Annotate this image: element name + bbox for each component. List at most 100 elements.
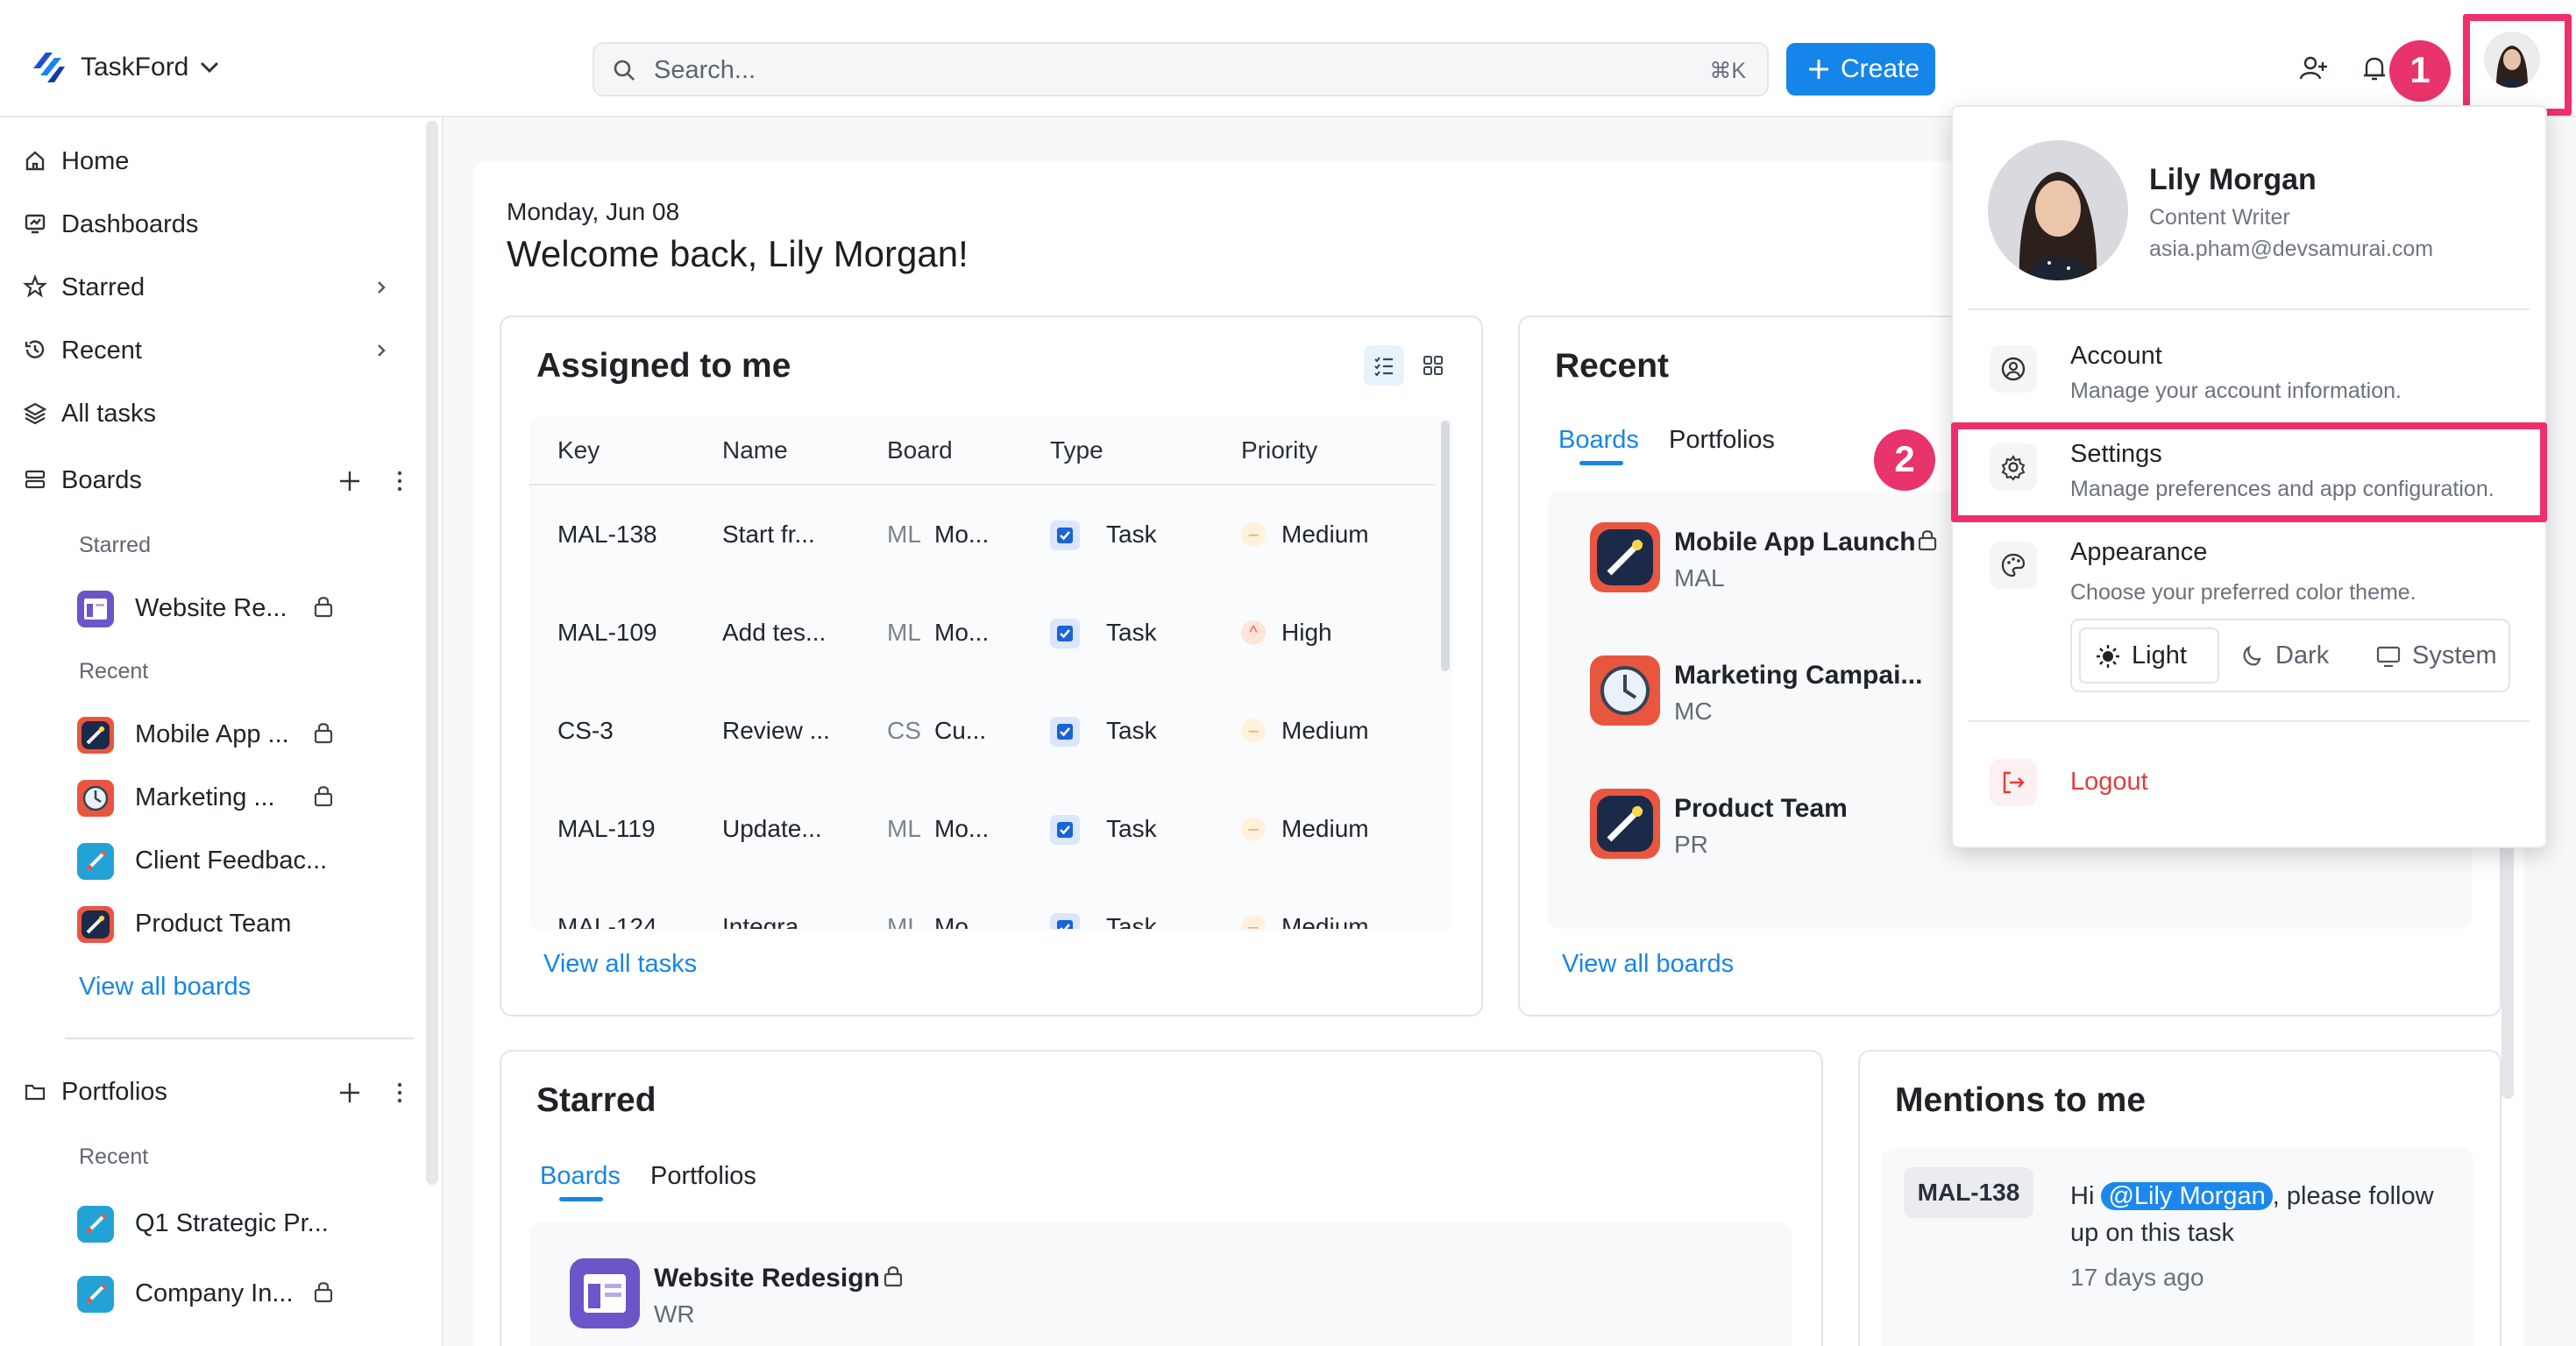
column-name[interactable]: Name: [722, 436, 788, 464]
sidebar-item-recent[interactable]: Recent: [23, 331, 408, 370]
tab-recent-boards[interactable]: Boards: [1558, 426, 1639, 454]
taskford-logo-icon[interactable]: [30, 49, 67, 84]
task-type-icon: [1050, 717, 1080, 747]
mention-task-key[interactable]: MAL-138: [1904, 1167, 2033, 1218]
recent-board-key: MAL: [1674, 564, 1725, 592]
logout-label: Logout: [2070, 768, 2148, 796]
tab-recent-portfolios[interactable]: Portfolios: [1669, 426, 1775, 454]
grid-view-toggle[interactable]: [1413, 345, 1453, 386]
search-placeholder: Search...: [654, 56, 756, 84]
rocket-board-icon: [77, 843, 114, 880]
menu-divider: [1969, 308, 2530, 310]
view-all-boards-link[interactable]: View all boards: [79, 973, 252, 1001]
recent-board-item[interactable]: Mobile App Launch MAL: [1590, 521, 1958, 599]
task-key: MAL-138: [557, 521, 657, 548]
more-vertical-icon[interactable]: [396, 470, 403, 492]
board-name: Product Team: [135, 910, 292, 938]
sidebar-section-portfolios[interactable]: Portfolios: [23, 1073, 408, 1111]
column-type[interactable]: Type: [1050, 436, 1103, 464]
sidebar-board-product-team[interactable]: Product Team: [77, 901, 366, 950]
theme-option-dark[interactable]: Dark: [2226, 629, 2358, 685]
profile-name: Lily Morgan: [2149, 163, 2317, 196]
sidebar-item-all-tasks[interactable]: All tasks: [23, 394, 408, 433]
table-scrollbar[interactable]: [1441, 421, 1450, 671]
priority-high-icon: ^: [1241, 620, 1266, 645]
tab-starred-portfolios[interactable]: Portfolios: [650, 1162, 756, 1190]
sidebar-item-home[interactable]: Home: [23, 142, 408, 181]
mention-user-tag[interactable]: @Lily Morgan: [2101, 1182, 2273, 1210]
theme-option-light[interactable]: Light: [2079, 627, 2219, 684]
list-view-toggle[interactable]: [1364, 345, 1404, 386]
view-all-tasks-link[interactable]: View all tasks: [543, 950, 698, 978]
table-row[interactable]: MAL-124 Integra... ML Mo... Task – Mediu…: [529, 880, 1436, 929]
sidebar-item-label: Recent: [61, 336, 142, 365]
view-all-recent-boards-link[interactable]: View all boards: [1562, 950, 1735, 978]
sidebar-board-client-feedback[interactable]: Client Feedbac...: [77, 838, 366, 887]
chevron-right-icon[interactable]: [373, 342, 389, 359]
sidebar-item-label: All tasks: [61, 400, 156, 428]
portfolios-recent-title: Recent: [79, 1144, 149, 1169]
sidebar-item-starred[interactable]: Starred: [23, 268, 408, 307]
rocket-portfolio-icon: [77, 1206, 114, 1243]
task-priority: Medium: [1281, 913, 1369, 929]
column-priority[interactable]: Priority: [1241, 436, 1318, 464]
task-type-icon: [1050, 521, 1080, 550]
menu-item-account[interactable]: [1969, 328, 2530, 419]
recent-board-key: PR: [1674, 831, 1708, 858]
sidebar-board-mobile-app[interactable]: Mobile App ...: [77, 712, 366, 761]
tab-starred-boards[interactable]: Boards: [540, 1162, 621, 1190]
search-input[interactable]: Search... ⌘K: [593, 42, 1769, 96]
sidebar-board-website-redesign[interactable]: Website Re...: [77, 585, 366, 634]
plus-icon: [1806, 56, 1832, 82]
priority-medium-icon: –: [1241, 719, 1266, 743]
lock-icon: [882, 1264, 905, 1288]
board-code: ML: [887, 815, 921, 842]
rocket-board-icon: [1590, 789, 1660, 859]
task-name: Add tes...: [722, 619, 827, 646]
rocket-portfolio-icon: [77, 1276, 114, 1313]
more-vertical-icon[interactable]: [396, 1081, 403, 1104]
task-type: Task: [1106, 521, 1157, 548]
priority-medium-icon: –: [1241, 817, 1266, 841]
column-key[interactable]: Key: [557, 436, 600, 464]
bell-icon[interactable]: [2358, 52, 2391, 85]
task-key: CS-3: [557, 717, 614, 744]
table-row[interactable]: MAL-138 Start fr... ML Mo... Task – Medi…: [529, 487, 1436, 585]
menu-item-subtitle: Manage your account information.: [2070, 379, 2402, 403]
recent-board-item[interactable]: Product Team PR: [1590, 787, 1958, 866]
menu-item-logout[interactable]: [1969, 738, 2530, 825]
add-portfolio-icon[interactable]: [338, 1081, 361, 1104]
board-name: Marketing ...: [135, 783, 275, 811]
menu-item-title: Account: [2070, 342, 2162, 370]
sidebar-item-dashboards[interactable]: Dashboards: [23, 205, 408, 244]
sidebar-portfolio-q1-strategic[interactable]: Q1 Strategic Pr...: [77, 1201, 366, 1250]
menu-item-title: Settings: [2070, 440, 2162, 468]
starred-board-name: Website Redesign: [654, 1264, 880, 1293]
add-board-icon[interactable]: [338, 470, 361, 492]
sidebar-scrollbar[interactable]: [426, 121, 438, 1185]
workspace-name[interactable]: TaskFord: [81, 53, 189, 81]
table-row[interactable]: CS-3 Review ... CS Cu... Task – Medium: [529, 684, 1436, 782]
create-button[interactable]: Create: [1786, 43, 1935, 96]
add-user-icon[interactable]: [2296, 52, 2330, 85]
theme-option-system[interactable]: System: [2363, 629, 2507, 685]
sidebar-section-boards[interactable]: Boards: [23, 461, 408, 499]
sidebar-board-marketing[interactable]: Marketing ...: [77, 775, 366, 824]
table-row[interactable]: MAL-119 Update... ML Mo... Task – Medium: [529, 782, 1436, 880]
monitor-icon: [2375, 643, 2402, 669]
rocket-board-icon: [1590, 522, 1660, 592]
boards-recent-title: Recent: [79, 659, 149, 684]
table-row[interactable]: MAL-109 Add tes... ML Mo... Task ^ High: [529, 585, 1436, 684]
settings-highlight-box: [1951, 422, 2547, 522]
theme-selector: Light Dark System: [2070, 619, 2510, 692]
recent-board-item[interactable]: Marketing Campai... MC: [1590, 654, 1958, 733]
chevron-right-icon[interactable]: [373, 279, 389, 296]
portfolio-name: Q1 Strategic Pr...: [135, 1209, 329, 1237]
recent-board-name: Mobile App Launch: [1674, 528, 1916, 556]
recent-board-name: Product Team: [1674, 794, 1848, 823]
column-board[interactable]: Board: [887, 436, 953, 464]
chevron-down-icon[interactable]: [198, 58, 221, 75]
profile-avatar-button[interactable]: [2484, 32, 2540, 88]
sidebar-portfolio-company[interactable]: Company In...: [77, 1271, 366, 1320]
starred-board-item[interactable]: Website Redesign WR: [570, 1257, 938, 1335]
